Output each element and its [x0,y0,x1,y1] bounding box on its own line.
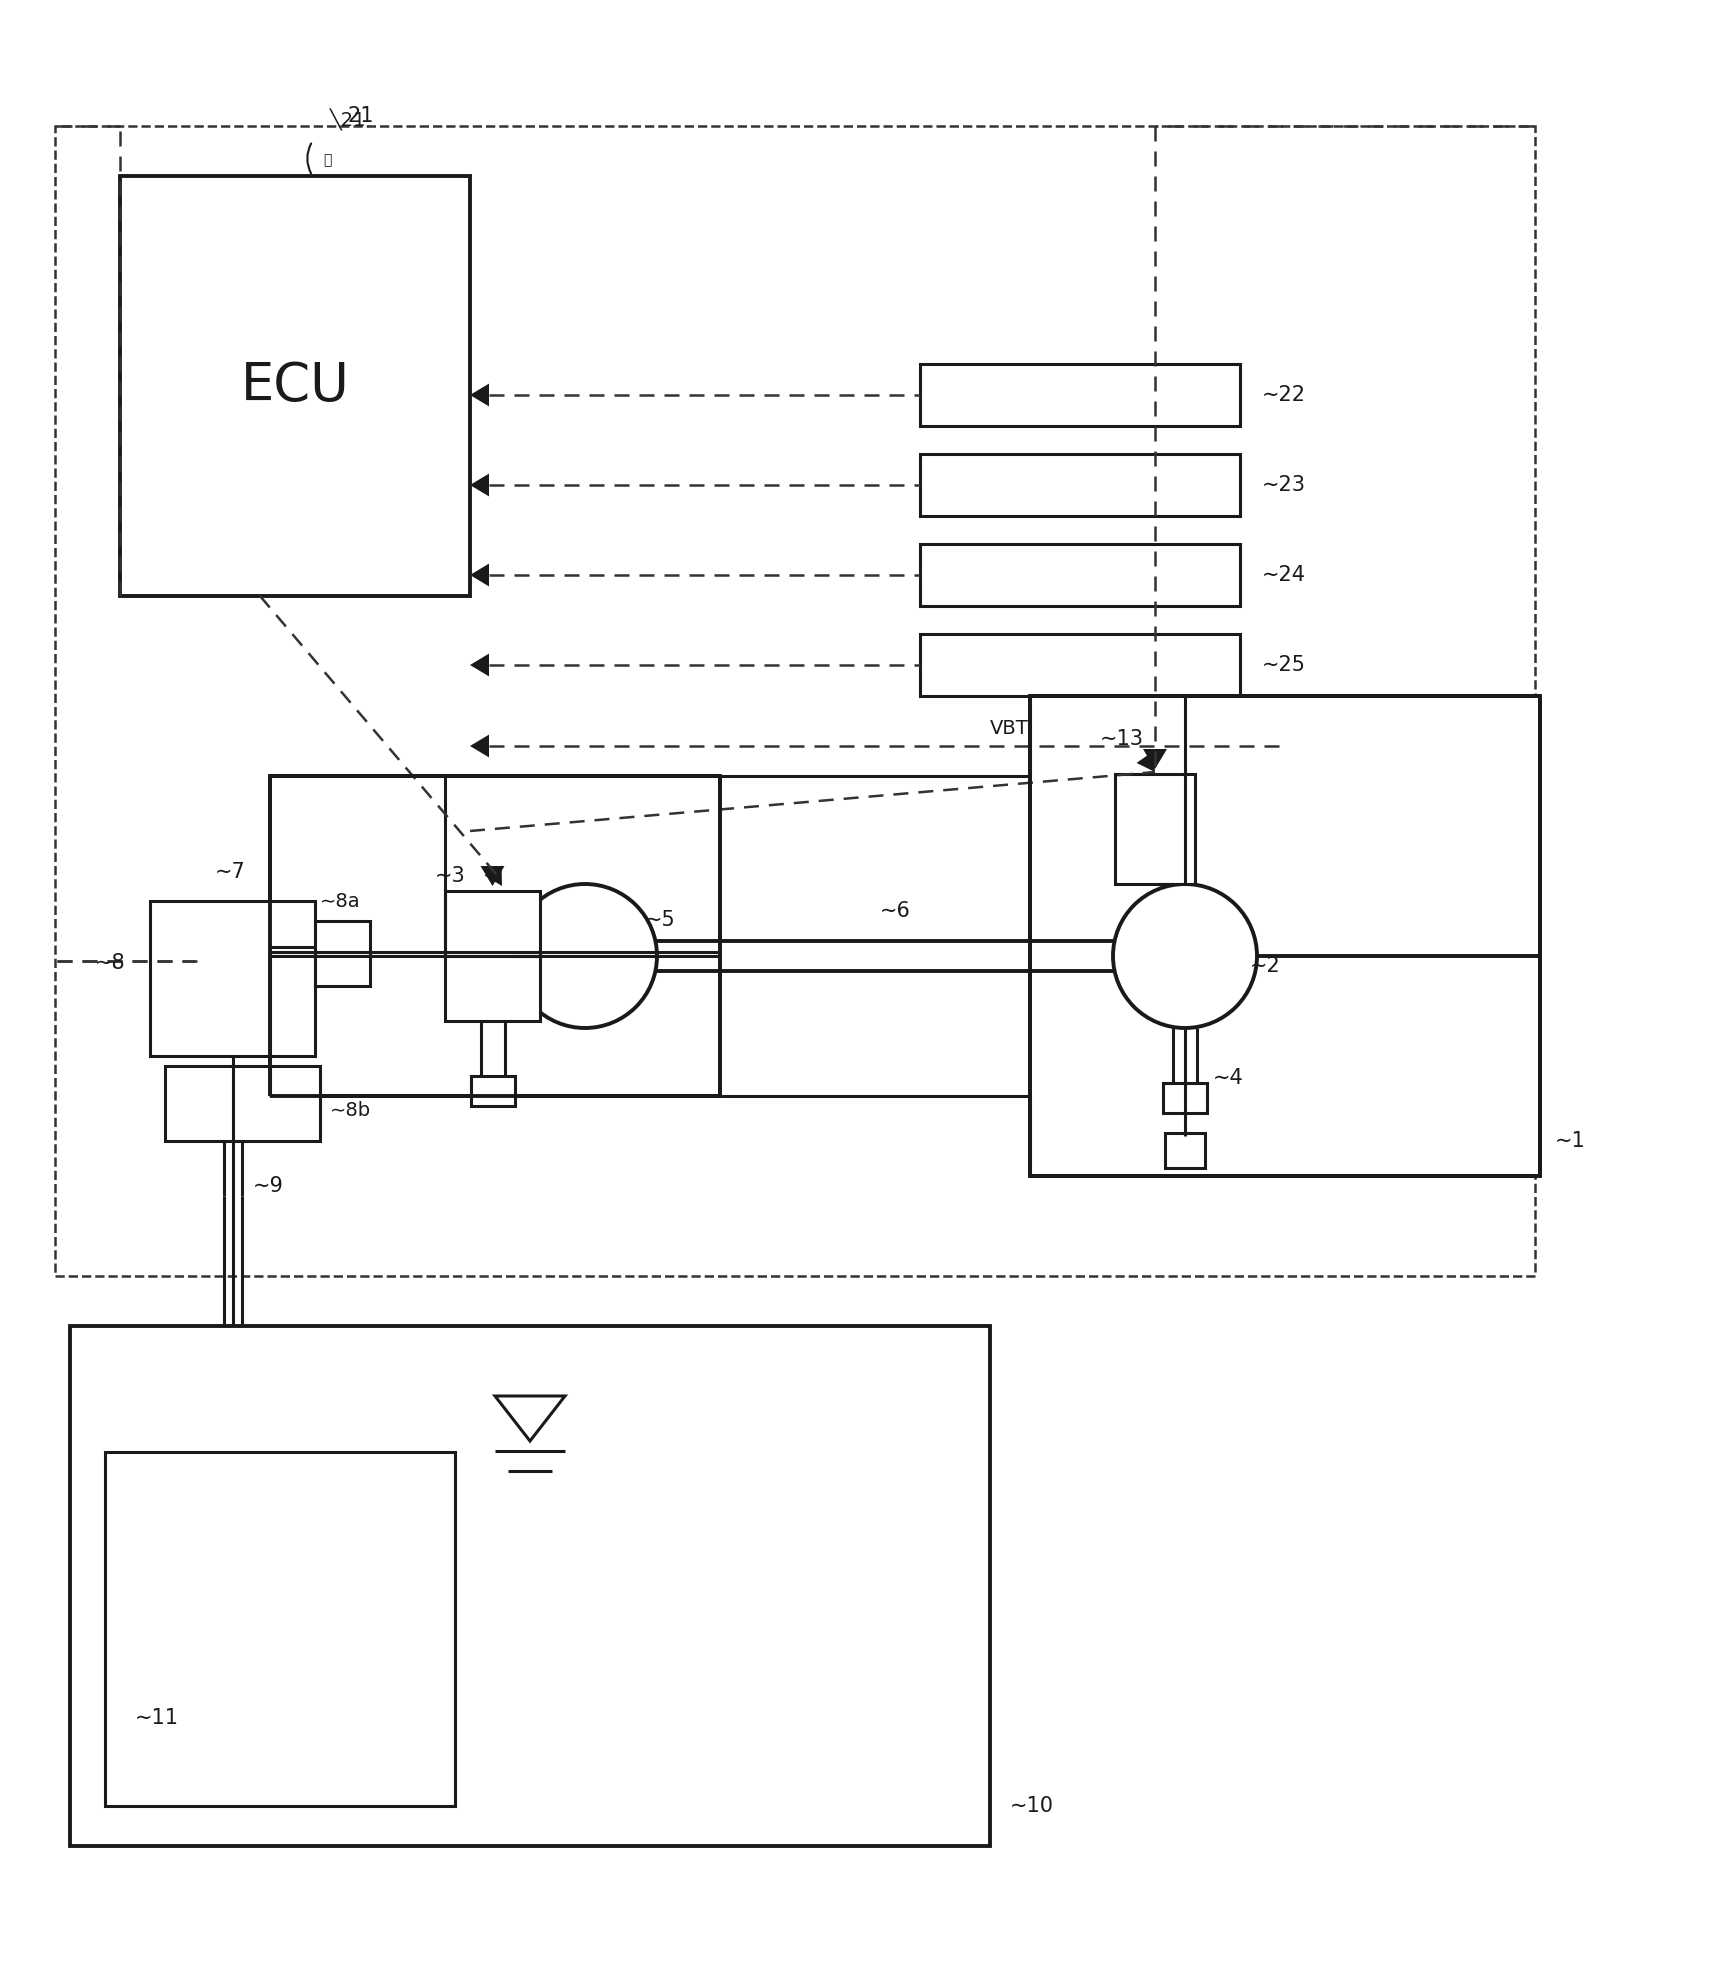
Bar [919,454,1240,516]
Polygon shape [204,950,221,970]
Text: ∼7: ∼7 [216,862,245,881]
Bar [105,1452,455,1806]
Bar [919,543,1240,607]
Bar [121,176,469,597]
Text: VBT: VBT [990,719,1028,737]
Bar [445,891,540,1022]
Text: ∼22: ∼22 [1263,385,1306,405]
Polygon shape [1137,751,1156,773]
Bar [1030,696,1540,1176]
Text: 21: 21 [347,107,374,126]
Bar [471,1077,514,1107]
Bar [919,364,1240,427]
Text: ∼8b: ∼8b [329,1101,371,1120]
Text: ∼11: ∼11 [135,1707,179,1727]
Text: ∼24: ∼24 [1263,565,1306,585]
Bar [1163,1083,1208,1112]
Text: ∼9: ∼9 [252,1176,283,1195]
Text: ∼10: ∼10 [1011,1796,1054,1816]
Bar [1164,1132,1206,1168]
Polygon shape [485,865,502,885]
Polygon shape [469,563,488,587]
Text: ⮭: ⮭ [323,152,331,168]
Bar [166,1065,321,1140]
Polygon shape [1144,749,1168,769]
Bar [271,777,719,1097]
Polygon shape [200,948,223,974]
Text: ╲21: ╲21 [329,109,366,130]
Bar [1114,775,1195,883]
Text: ∼8a: ∼8a [321,891,361,911]
Text: ∼13: ∼13 [1101,729,1144,749]
Text: ∼25: ∼25 [1263,654,1306,676]
Polygon shape [469,820,488,842]
Text: ∼1: ∼1 [1554,1130,1585,1150]
Text: ∼8: ∼8 [95,952,126,972]
Text: ∼23: ∼23 [1263,474,1306,496]
Text: ∼3: ∼3 [435,865,466,885]
Polygon shape [469,383,488,407]
Bar [71,1326,990,1846]
Bar [919,634,1240,696]
Text: ∼2: ∼2 [1251,956,1280,976]
Text: ∼4: ∼4 [1213,1067,1244,1089]
Text: ECU: ECU [240,360,350,413]
Polygon shape [469,474,488,496]
Bar [150,901,316,1055]
Polygon shape [469,654,488,676]
Text: ∼6: ∼6 [880,901,911,921]
Polygon shape [469,735,488,757]
Bar [55,126,1535,1276]
Polygon shape [481,865,504,885]
Text: ∼5: ∼5 [645,911,676,931]
Bar [316,921,369,986]
